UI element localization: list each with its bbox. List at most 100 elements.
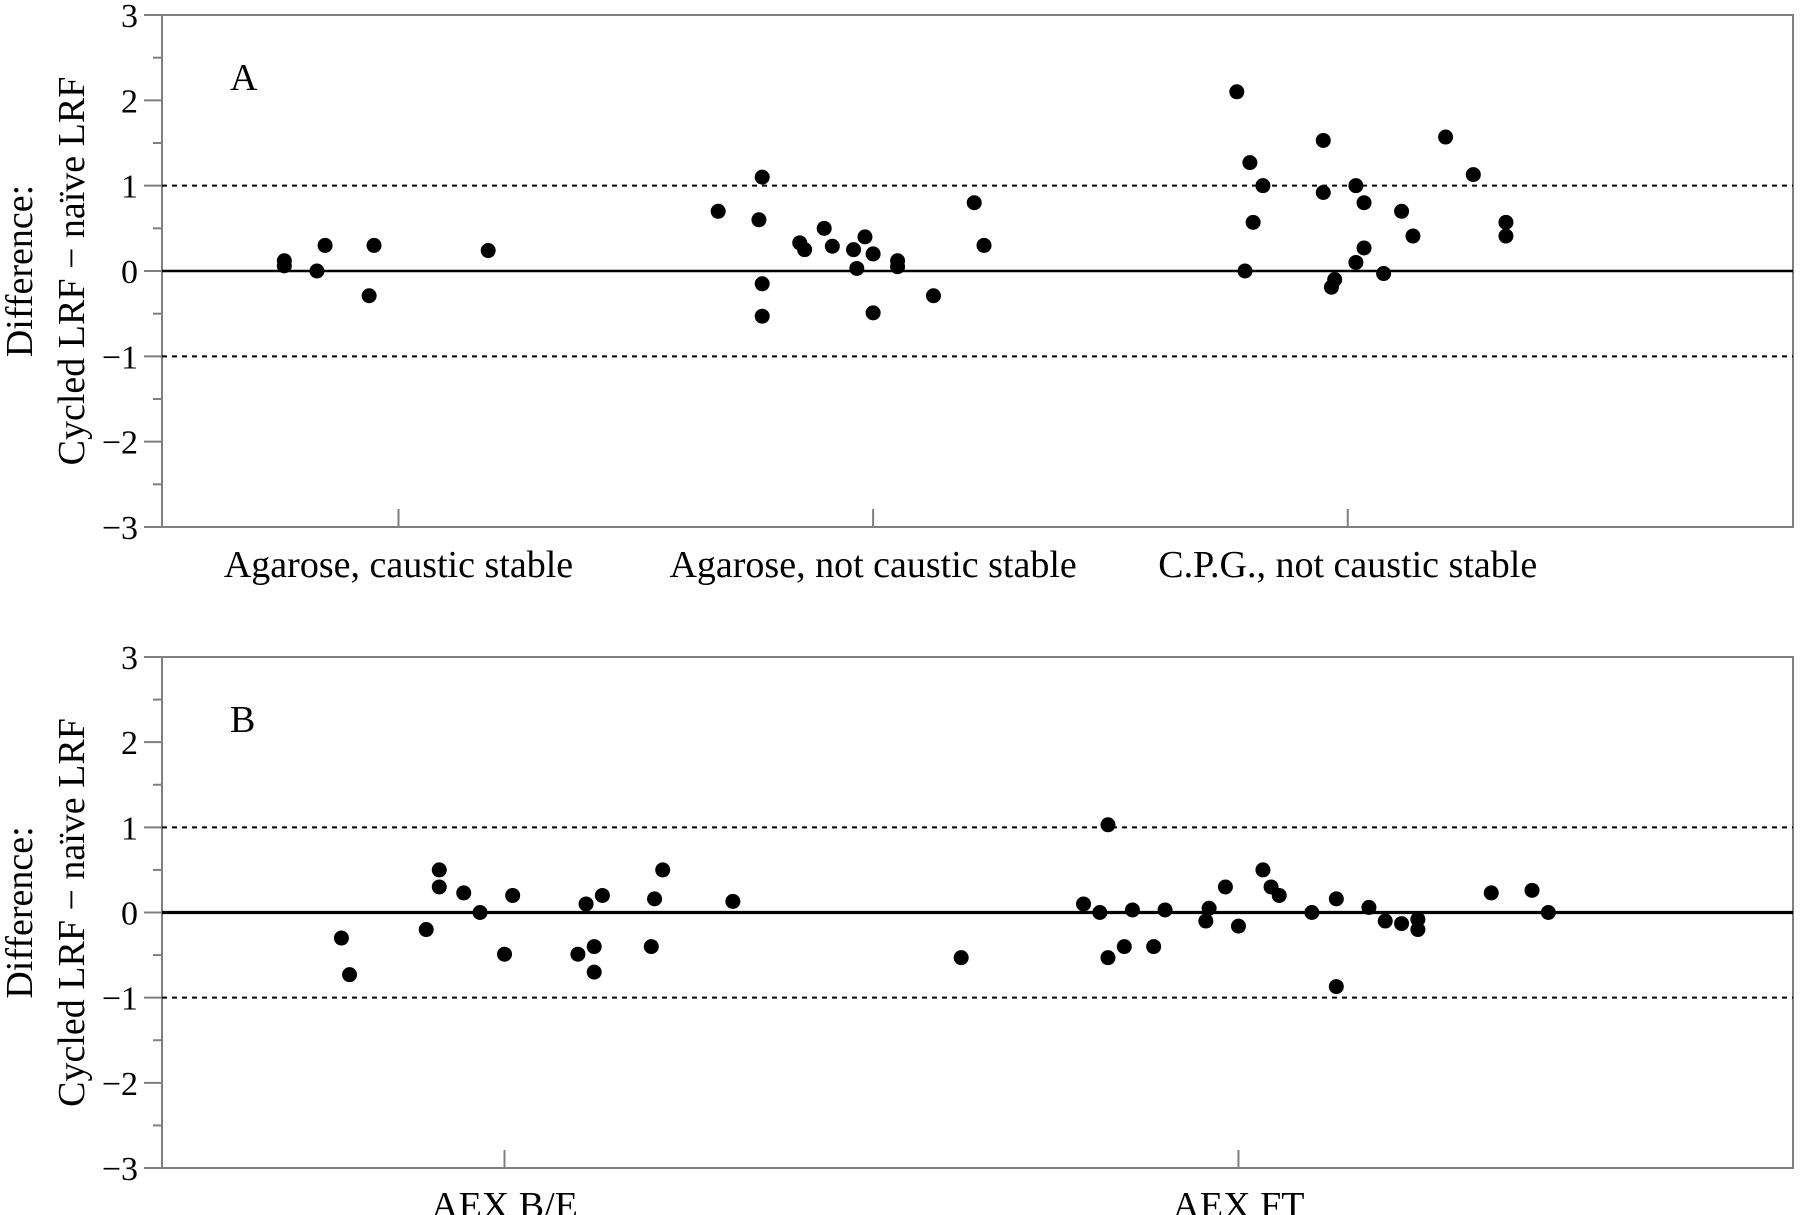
data-point	[1328, 979, 1344, 995]
x-category-label: C.P.G., not caustic stable	[1158, 544, 1537, 586]
data-point	[655, 862, 671, 878]
data-point	[1230, 918, 1246, 934]
data-point	[1242, 155, 1258, 171]
data-point	[1498, 214, 1514, 230]
data-point	[1540, 905, 1556, 920]
y-tick-label: −2	[102, 1066, 138, 1103]
data-point	[865, 246, 881, 262]
data-point	[1376, 266, 1392, 282]
data-point	[1394, 203, 1410, 219]
data-point	[751, 212, 767, 228]
data-point	[1076, 896, 1092, 912]
y-tick-label: 1	[121, 169, 138, 206]
data-point	[1377, 913, 1393, 929]
data-point	[418, 922, 434, 938]
data-point	[647, 891, 663, 907]
y-tick-label: 3	[121, 640, 138, 677]
x-category-label: Agarose, not caustic stable	[669, 544, 1076, 586]
panel-a-chart: −3 −2 −1 0 1 2 3 Agarose, caustic stable Agarose…	[0, 0, 1794, 586]
data-point	[1348, 178, 1364, 194]
data-point	[594, 887, 610, 903]
data-point	[472, 905, 488, 920]
data-point	[1100, 950, 1116, 966]
data-point	[725, 893, 741, 909]
data-point	[966, 195, 982, 211]
y-axis-title-line2: Cycled LRF − naïve LRF	[51, 77, 93, 466]
data-point	[1100, 817, 1116, 833]
data-point	[1092, 905, 1108, 920]
data-point	[1315, 132, 1331, 148]
y-tick-label: 3	[121, 0, 138, 35]
data-point	[366, 237, 382, 253]
data-point	[797, 242, 813, 258]
y-tick-label: −3	[102, 1151, 138, 1188]
data-point	[1348, 254, 1364, 270]
data-point	[1498, 228, 1514, 244]
data-point	[578, 896, 594, 912]
y-tick-label: −1	[102, 339, 138, 376]
y-tick-label: −2	[102, 425, 138, 462]
data-point	[586, 939, 602, 955]
y-axis-title-line1: Difference:	[0, 185, 41, 357]
data-point	[925, 288, 941, 304]
data-point	[1201, 900, 1217, 916]
y-tick-label: 2	[121, 83, 138, 120]
data-point	[1356, 195, 1372, 211]
data-point	[1255, 178, 1271, 194]
data-point	[754, 276, 770, 292]
data-point	[1304, 905, 1320, 920]
data-point	[1410, 911, 1426, 927]
x-category-label: AEX FT	[1172, 1185, 1304, 1215]
data-point	[505, 887, 521, 903]
data-point	[1255, 862, 1271, 878]
data-point	[1116, 939, 1132, 955]
data-point	[890, 253, 906, 269]
data-point	[1217, 879, 1233, 895]
data-point	[333, 930, 349, 946]
data-point	[1394, 916, 1410, 932]
data-point	[431, 879, 447, 895]
data-point	[1271, 887, 1287, 903]
data-point	[570, 946, 586, 962]
data-point	[1405, 228, 1421, 244]
data-point	[643, 939, 659, 955]
y-tick-label: 1	[121, 810, 138, 847]
data-point	[361, 288, 377, 304]
data-point	[342, 967, 358, 983]
data-point	[309, 263, 325, 279]
data-point	[1356, 240, 1372, 256]
data-point	[456, 885, 472, 901]
data-point	[317, 237, 333, 253]
data-point	[497, 946, 513, 962]
data-point	[1146, 939, 1162, 955]
y-tick-label: −3	[102, 510, 138, 547]
data-point	[976, 237, 992, 253]
data-point	[586, 964, 602, 980]
data-point	[1315, 184, 1331, 200]
panel-label: B	[230, 699, 255, 741]
data-point	[1124, 902, 1140, 918]
data-point	[754, 308, 770, 324]
data-point	[710, 203, 726, 219]
data-point	[857, 229, 873, 245]
y-tick-label: 2	[121, 725, 138, 762]
data-point	[276, 258, 292, 274]
x-category-label: AEX B/E	[431, 1185, 578, 1215]
data-point	[480, 243, 496, 259]
y-tick-label: 0	[121, 896, 138, 933]
data-point	[1245, 214, 1261, 230]
data-point	[754, 169, 770, 185]
x-category-label: Agarose, caustic stable	[224, 544, 573, 586]
data-point	[846, 242, 862, 258]
data-point	[865, 305, 881, 321]
y-tick-label: 0	[121, 254, 138, 291]
panel-label: A	[230, 57, 258, 99]
y-tick-label: −1	[102, 981, 138, 1018]
data-point	[1361, 899, 1377, 915]
data-point	[1229, 84, 1245, 100]
data-point	[953, 950, 969, 966]
data-point	[1323, 279, 1339, 295]
data-point	[1328, 891, 1344, 907]
data-point	[1237, 263, 1253, 279]
